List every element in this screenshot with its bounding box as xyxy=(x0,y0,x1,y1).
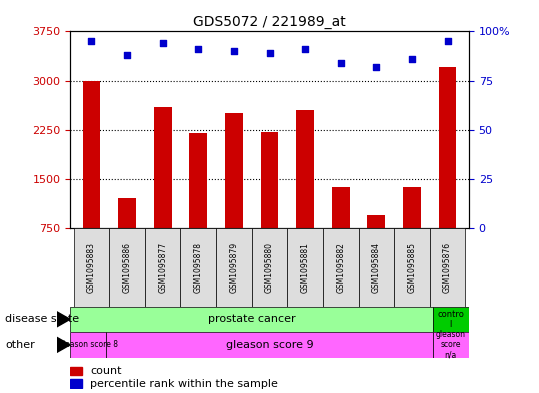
Point xyxy=(158,40,167,46)
Text: GSM1095882: GSM1095882 xyxy=(336,242,345,293)
Bar xyxy=(118,198,136,277)
FancyBboxPatch shape xyxy=(287,228,323,307)
FancyBboxPatch shape xyxy=(145,228,181,307)
Text: gleason
score
n/a: gleason score n/a xyxy=(436,330,466,360)
FancyBboxPatch shape xyxy=(433,332,469,358)
Bar xyxy=(439,68,457,277)
Bar xyxy=(70,380,82,387)
FancyBboxPatch shape xyxy=(216,228,252,307)
FancyBboxPatch shape xyxy=(74,228,109,307)
Bar xyxy=(82,81,100,277)
Point xyxy=(443,38,452,44)
Text: gleason score 9: gleason score 9 xyxy=(226,340,313,350)
Text: gleason score 8: gleason score 8 xyxy=(58,340,118,349)
Text: percentile rank within the sample: percentile rank within the sample xyxy=(90,378,278,389)
Point xyxy=(407,56,416,62)
Point xyxy=(123,52,132,58)
Text: GSM1095884: GSM1095884 xyxy=(372,242,381,293)
FancyBboxPatch shape xyxy=(433,307,469,332)
Point xyxy=(87,38,96,44)
Title: GDS5072 / 221989_at: GDS5072 / 221989_at xyxy=(193,15,346,29)
Text: GSM1095883: GSM1095883 xyxy=(87,242,96,293)
Bar xyxy=(368,215,385,277)
Point xyxy=(372,64,381,70)
FancyBboxPatch shape xyxy=(358,228,394,307)
Point xyxy=(301,46,309,52)
FancyBboxPatch shape xyxy=(106,332,433,358)
Bar xyxy=(332,187,350,277)
Point xyxy=(194,46,203,52)
Polygon shape xyxy=(57,312,70,327)
Point xyxy=(265,50,274,56)
Text: disease state: disease state xyxy=(5,314,80,324)
Text: contro
l: contro l xyxy=(437,310,464,329)
Text: GSM1095880: GSM1095880 xyxy=(265,242,274,293)
FancyBboxPatch shape xyxy=(70,332,106,358)
Text: count: count xyxy=(90,366,121,376)
Text: GSM1095877: GSM1095877 xyxy=(158,242,167,293)
Text: GSM1095886: GSM1095886 xyxy=(122,242,132,293)
FancyBboxPatch shape xyxy=(430,228,465,307)
FancyBboxPatch shape xyxy=(181,228,216,307)
FancyBboxPatch shape xyxy=(394,228,430,307)
FancyBboxPatch shape xyxy=(70,307,433,332)
FancyBboxPatch shape xyxy=(109,228,145,307)
Text: GSM1095881: GSM1095881 xyxy=(301,242,309,293)
Polygon shape xyxy=(57,337,70,353)
Text: GSM1095885: GSM1095885 xyxy=(407,242,417,293)
Text: other: other xyxy=(5,340,35,350)
Text: GSM1095878: GSM1095878 xyxy=(194,242,203,293)
Bar xyxy=(189,133,207,277)
Text: GSM1095876: GSM1095876 xyxy=(443,242,452,293)
FancyBboxPatch shape xyxy=(252,228,287,307)
Bar xyxy=(403,187,421,277)
FancyBboxPatch shape xyxy=(323,228,358,307)
Bar xyxy=(260,132,279,277)
Point xyxy=(336,60,345,66)
Text: GSM1095879: GSM1095879 xyxy=(230,242,238,293)
Point xyxy=(230,48,238,54)
Text: prostate cancer: prostate cancer xyxy=(208,314,295,324)
Bar xyxy=(225,113,243,277)
Bar xyxy=(296,110,314,277)
Bar xyxy=(70,367,82,375)
Bar xyxy=(154,107,171,277)
